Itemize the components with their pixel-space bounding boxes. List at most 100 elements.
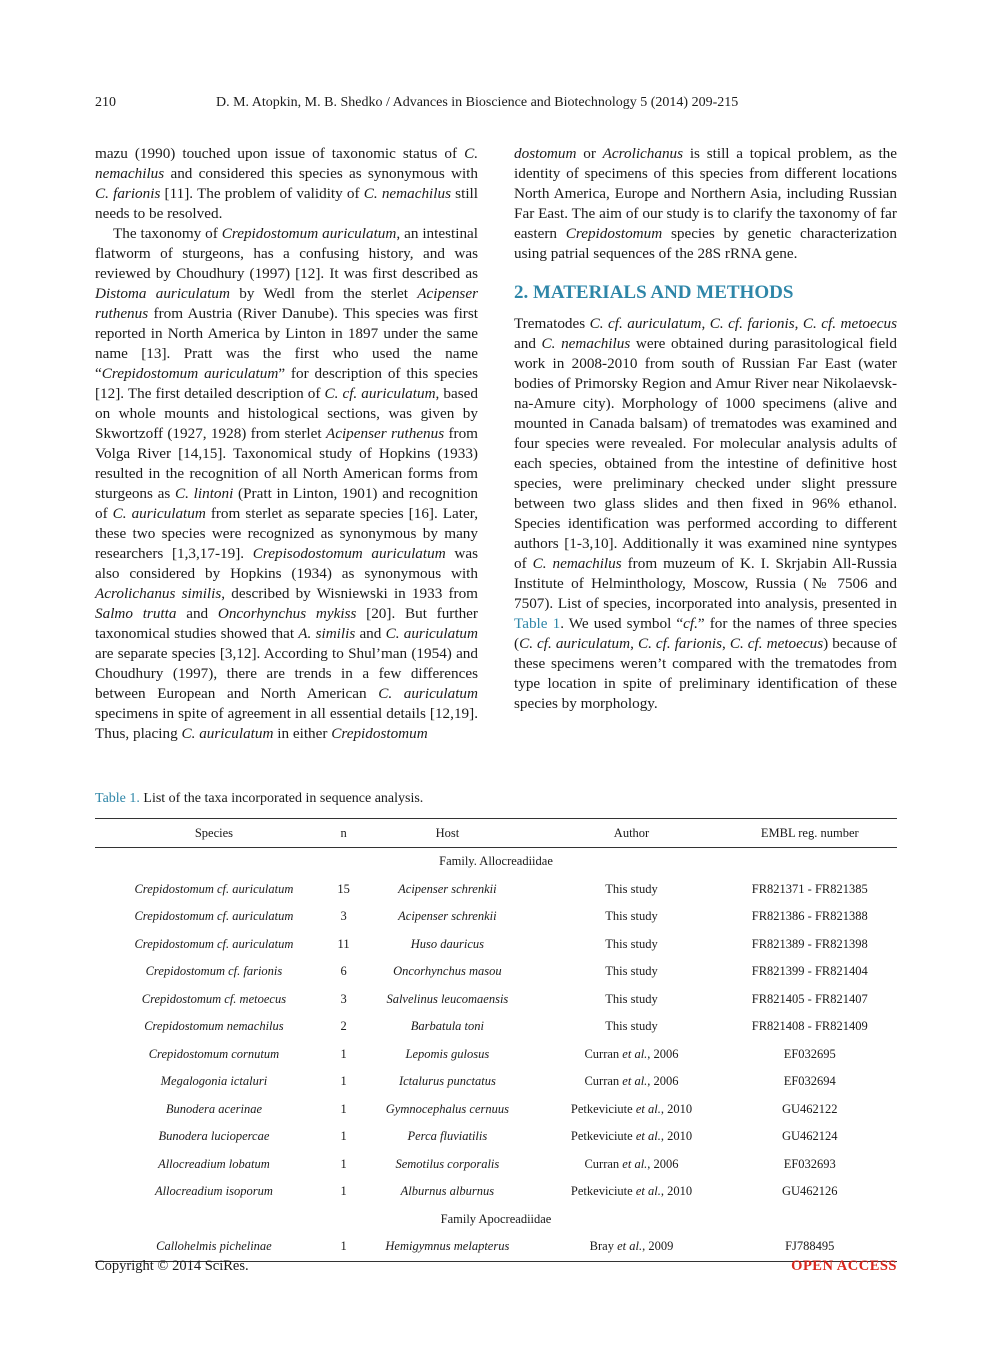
italic-text: C. cf. farionis [709,315,795,332]
host-cell: Perca fluviatilis [407,1129,488,1144]
column-header: n [340,825,347,840]
column-header: Host [435,825,460,840]
table-row: Bunodera acerinae 1 Gymnocephalus cernuus P… [95,1096,897,1124]
italic-text: Crepidostomum [565,225,663,242]
species-cell: Crepidostomum nemachilus [144,1019,284,1034]
author-cell: Curran et al., 2006 [584,1046,679,1061]
italic-text: C. nemachilus [95,145,478,182]
n-cell: 1 [340,1184,347,1199]
column-header: EMBL reg. number [760,825,859,840]
author-cell: Bray et al., 2009 [589,1239,674,1254]
text-run: The taxonomy of [113,225,222,242]
author-cell: This study [605,909,658,924]
text-run: and [514,335,542,352]
species-cell: Allocreadium isoporum [154,1184,273,1199]
italic-text: C. nemachilus [532,555,622,572]
text-run: from sterlet as separate species [16]. L… [95,505,478,562]
host-cell: Ictalurus punctatus [398,1074,496,1089]
text-run: and considered this species as synonymou… [164,165,478,182]
host-cell: Semotilus corporalis [395,1156,500,1171]
text-run: are separate species [3,12]. According t… [95,645,478,702]
text-run: from Austria (River Danube). This specie… [95,305,478,382]
species-cell: Crepidostomum cornutum [148,1046,280,1061]
left-column: mazu (1990) touched upon issue of taxono… [95,144,478,744]
species-cell: Crepidostomum cf. auriculatum [134,881,294,896]
embl-cell: FR821408 - FR821409 [751,1019,868,1034]
n-cell: 1 [340,1129,347,1144]
paragraph: mazu (1990) touched upon issue of taxono… [95,144,478,224]
author-cell: Petkeviciute et al., 2010 [570,1101,693,1116]
text-run: , described by Wisniewski in 1933 from [221,585,478,602]
species-cell: Megalogonia ictaluri [160,1074,268,1089]
author-cell: Curran et al., 2006 [584,1156,679,1171]
text-run: . We used symbol “ [560,615,684,632]
table-link[interactable]: Table 1 [514,615,561,632]
column-header: Species [194,825,234,840]
n-cell: 11 [337,936,350,951]
text-run: ” for description of this species [12]. … [95,365,478,402]
text-run: or [583,145,603,162]
host-cell: Alburnus alburnus [400,1184,495,1199]
text-run: is still a topical problem, as the ident… [514,145,898,242]
host-cell: Gymnocephalus cernuus [385,1101,509,1116]
species-cell: Crepidostomum cf. farionis [145,964,283,979]
table-row: Crepidostomum cornutum 1 Lepomis gulosus Cu… [95,1041,897,1069]
italic-text: C. nemachilus [541,335,631,352]
text-run: in either [273,725,332,742]
host-cell: Barbatula toni [410,1019,485,1034]
text-run: , [794,315,803,332]
embl-cell: GU462124 [781,1129,838,1144]
n-cell: 1 [340,1156,347,1171]
species-cell: Bunodera acerinae [165,1101,262,1116]
text-run: by Wedl from the sterlet [229,285,418,302]
italic-text: C. cf. auriculatum [324,385,436,402]
text-run: , [701,315,710,332]
taxa-table: Species n Host Author EMBL reg. number Famil… [95,818,897,1262]
italic-text: Crepidostomum auriculatum [101,365,279,382]
table-row: Crepidostomum cf. farionis 6 Oncorhynchus … [95,958,897,986]
species-cell: Bunodera luciopercae [158,1129,270,1144]
n-cell: 1 [340,1046,347,1061]
embl-cell: GU462122 [781,1101,838,1116]
text-run: and [176,605,218,622]
italic-text: A. similis [298,625,356,642]
italic-text: dostomum [514,145,577,162]
italic-text: cf. [683,615,698,632]
paragraph: The taxonomy of Crepidostomum auriculatu… [95,224,478,744]
table-caption: Table 1. List of the taxa incorporated i… [95,791,423,807]
text-run: from Volga River [14,15]. Taxonomical st… [95,425,478,502]
family-row: Family. Allocreadiidae [95,848,897,876]
n-cell: 1 [340,1074,347,1089]
embl-cell: FJ788495 [785,1239,835,1254]
italic-text: Salmo trutta [95,605,177,622]
embl-cell: FR821371 - FR821385 [751,881,868,896]
embl-cell: GU462126 [781,1184,838,1199]
n-cell: 2 [340,1019,347,1034]
n-cell: 15 [337,881,350,896]
italic-text: C. cf. metoecus [729,635,824,652]
family-label: Family Apocreadiidae [440,1211,552,1226]
italic-text: Acrolichanus similis [95,585,222,602]
italic-text: C. cf. farionis [637,635,722,652]
text-run: , [630,635,638,652]
italic-text: C. cf. metoecus [802,315,898,332]
italic-text: C. auriculatum [112,505,206,522]
text-run: , [721,635,730,652]
page-number: 210 [95,95,116,110]
author-cell: Petkeviciute et al., 2010 [570,1129,693,1144]
text-run: species by genetic characterization usin… [514,225,897,262]
table-row: Crepidostomum cf. metoecus 3 Salvelinus le… [95,986,897,1014]
author-cell: This study [605,1019,658,1034]
embl-cell: EF032694 [783,1074,836,1089]
table-row: Bunodera luciopercae 1 Perca fluviatilis Pe… [95,1123,897,1151]
italic-text: C. lintoni [175,485,234,502]
italic-text: C. farionis [95,185,161,202]
embl-cell: FR821405 - FR821407 [751,991,868,1006]
italic-text: Distoma auriculatum [95,285,230,302]
n-cell: 1 [340,1239,347,1254]
open-access-label: OPEN ACCESS [791,1258,897,1274]
embl-cell: EF032695 [783,1046,836,1061]
species-cell: Crepidostomum cf. auriculatum [134,909,294,924]
caption-text: List of the taxa incorporated in sequenc… [139,791,424,806]
